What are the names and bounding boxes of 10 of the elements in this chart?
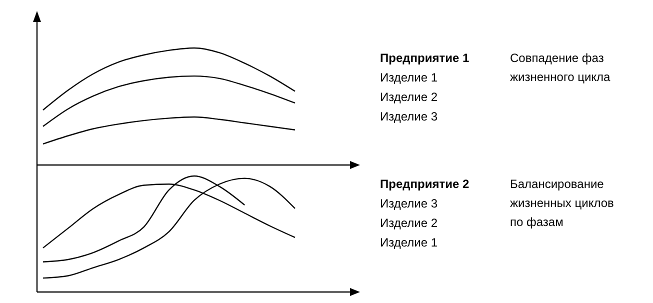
text: Балансирование жизненных циклов по фазам [510, 177, 614, 229]
text: Совпадение фаз жизненного цикла [510, 51, 611, 84]
text: Изделие 1 [380, 236, 438, 250]
text: Изделие 3 [380, 196, 438, 210]
text: Изделие 2 [380, 90, 438, 104]
text: Изделие 1 [380, 70, 438, 84]
text: Предприятие 2 [380, 177, 470, 191]
text: Изделие 3 [380, 110, 438, 124]
text: Предприятие 1 [380, 51, 470, 65]
text: Изделие 2 [380, 216, 438, 230]
